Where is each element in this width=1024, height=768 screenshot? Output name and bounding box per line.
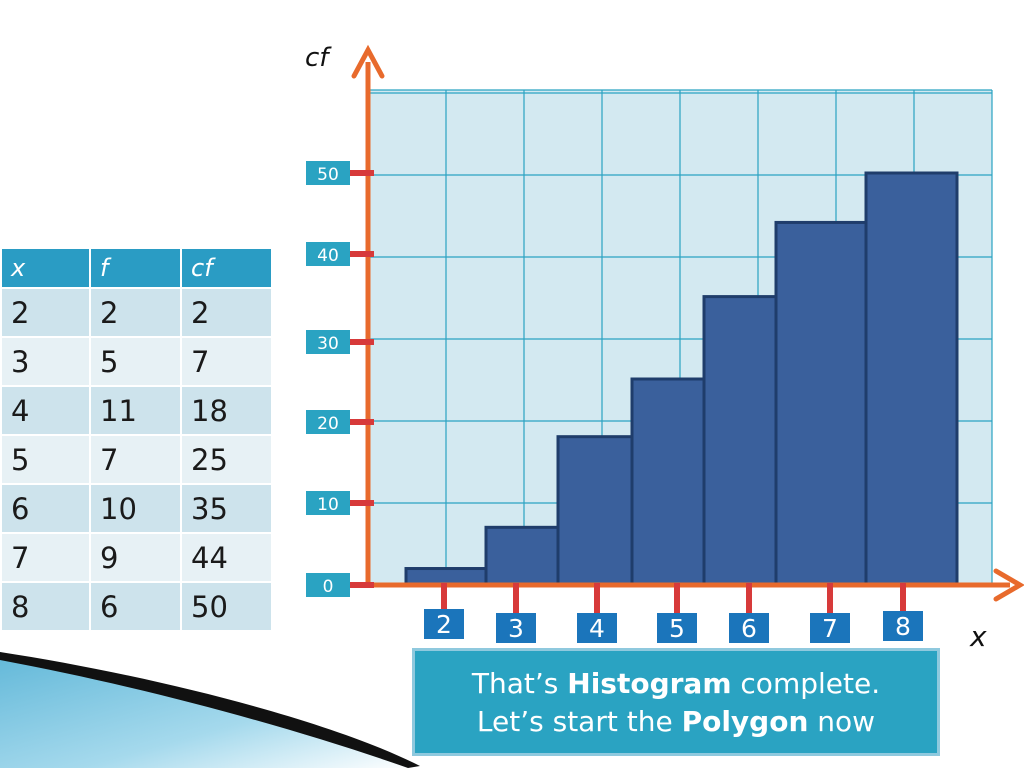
header-x: x: [0, 247, 91, 289]
x-tick-label-box: [424, 609, 464, 639]
table-row: 5 7 25: [0, 434, 273, 485]
cell-x: 6: [0, 483, 91, 534]
y-axis-label: cf: [305, 43, 332, 73]
cell-f: 7: [89, 434, 182, 485]
table-row: 8 6 50: [0, 581, 273, 632]
x-tick-label: 8: [895, 612, 911, 641]
x-tick-label-box: [496, 613, 536, 643]
header-cf: cf: [180, 247, 273, 289]
y-tick-label: 30: [317, 334, 339, 354]
callout-polygon-word: Polygon: [681, 705, 809, 738]
x-tick-label: 5: [669, 614, 685, 643]
y-tick-label-box: [306, 410, 350, 434]
y-tick-label: 40: [317, 246, 339, 266]
cell-f: 10: [89, 483, 182, 534]
cell-cf: 35: [180, 483, 273, 534]
y-tick-label-box: [306, 573, 350, 597]
cell-cf: 44: [180, 532, 273, 583]
cell-cf: 7: [180, 336, 273, 387]
callout-histogram-word: Histogram: [567, 667, 732, 700]
table-row: 4 11 18: [0, 385, 273, 436]
y-tick-label: 10: [317, 495, 339, 515]
y-tick-label-box: [306, 161, 350, 185]
table-row: 2 2 2: [0, 287, 273, 338]
x-tick-label: 7: [822, 614, 838, 643]
y-tick-label: 50: [317, 165, 339, 185]
table-row: 3 5 7: [0, 336, 273, 387]
x-tick-label-box: [657, 613, 697, 643]
cell-f: 6: [89, 581, 182, 632]
histogram-bar: [630, 377, 706, 587]
cell-f: 9: [89, 532, 182, 583]
cell-x: 4: [0, 385, 91, 436]
cell-f: 5: [89, 336, 182, 387]
x-tick-label: 3: [508, 614, 524, 643]
cell-x: 2: [0, 287, 91, 338]
x-axis-arrow: [993, 568, 1024, 602]
histogram-bar: [702, 295, 778, 587]
y-tick-label: 0: [323, 577, 334, 597]
cell-cf: 2: [180, 287, 273, 338]
table-header-row: x f cf: [0, 247, 273, 289]
cell-x: 3: [0, 336, 91, 387]
y-axis-arrow: [351, 44, 385, 79]
histogram-bar: [864, 171, 959, 587]
table-row: 6 10 35: [0, 483, 273, 534]
callout-box: That’s Histogram complete. Let’s start t…: [412, 648, 940, 756]
callout-line-2: Let’s start the Polygon now: [476, 705, 876, 738]
table-row: 7 9 44: [0, 532, 273, 583]
x-axis-label: x: [969, 620, 987, 653]
x-tick-label: 2: [436, 610, 452, 639]
cell-cf: 50: [180, 581, 273, 632]
cell-cf: 25: [180, 434, 273, 485]
callout-line-1: That’s Histogram complete.: [471, 667, 881, 700]
histogram-bar: [556, 435, 634, 587]
x-tick-label-box: [810, 613, 850, 643]
x-tick-label-box: [883, 611, 923, 641]
frequency-table: x f cf 2 2 2 3 5 7 4 11 18 5 7: [0, 247, 273, 632]
histogram-bar: [774, 220, 868, 587]
y-tick-label: 20: [317, 414, 339, 434]
x-tick-label: 4: [589, 614, 605, 643]
header-f: f: [89, 247, 182, 289]
cell-f: 11: [89, 385, 182, 436]
x-tick-label: 6: [741, 614, 757, 643]
cell-x: 7: [0, 532, 91, 583]
y-tick-label-box: [306, 242, 350, 266]
cell-f: 2: [89, 287, 182, 338]
y-tick-label-box: [306, 330, 350, 354]
cell-cf: 18: [180, 385, 273, 436]
x-tick-label-box: [577, 613, 617, 643]
y-tick-label-box: [306, 491, 350, 515]
cell-x: 8: [0, 581, 91, 632]
histogram-bar: [484, 525, 560, 587]
cell-x: 5: [0, 434, 91, 485]
x-tick-label-box: [729, 613, 769, 643]
